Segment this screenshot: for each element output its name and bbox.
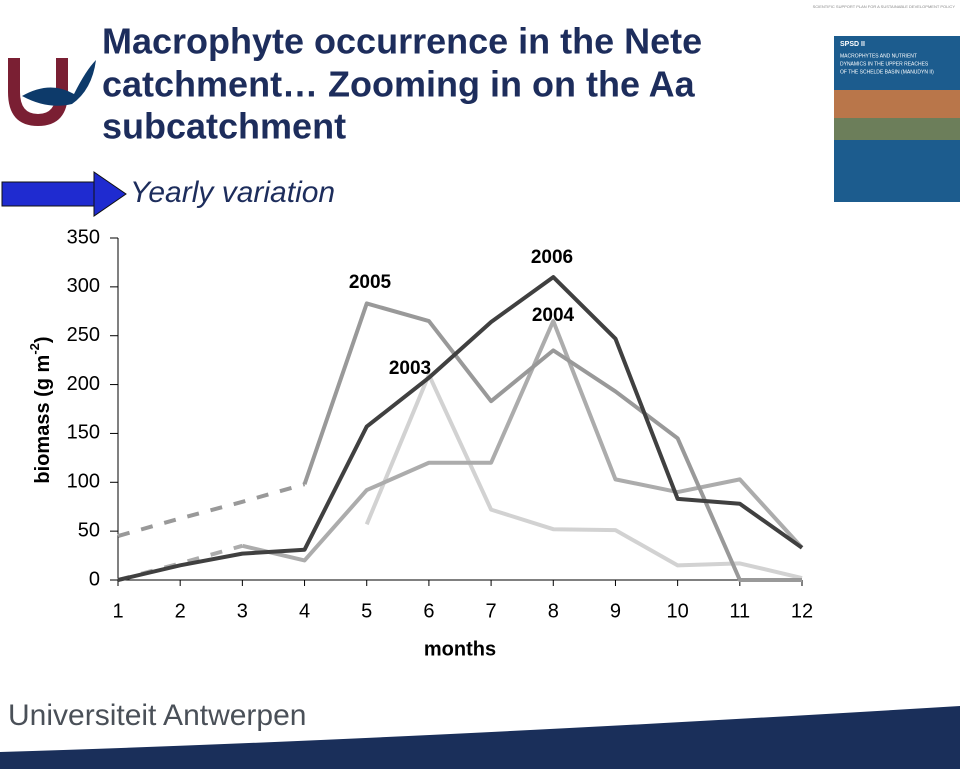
- y-tick-label: 150: [67, 422, 100, 444]
- logo: [8, 58, 96, 126]
- y-tick-label: 300: [67, 275, 100, 297]
- y-tick-label: 200: [67, 373, 100, 395]
- title-line: subcatchment: [102, 106, 346, 147]
- y-axis-label-sup: -2: [27, 343, 42, 355]
- y-tick-label: 100: [67, 471, 100, 493]
- series-label: 2006: [531, 247, 573, 268]
- series-line: [302, 301, 802, 582]
- x-tick-label: 6: [423, 600, 434, 622]
- title-line: Macrophyte occurrence in the Nete: [102, 21, 702, 62]
- cover-title: MACROPHYTES AND NUTRIENT: [840, 53, 917, 59]
- series-label: 2004: [532, 305, 575, 326]
- y-tick-label: 50: [78, 519, 100, 541]
- x-tick-label: 7: [486, 600, 497, 622]
- x-tick-label: 2: [175, 600, 186, 622]
- cover-program: SPSD II: [840, 41, 865, 48]
- x-tick-label: 1: [112, 600, 123, 622]
- x-tick-label: 8: [548, 600, 559, 622]
- series-line: [241, 319, 804, 563]
- x-tick-label: 3: [237, 600, 248, 622]
- y-axis-label: biomass (g m-2): [27, 336, 54, 483]
- x-tick-label: 4: [299, 600, 310, 622]
- x-tick-label: 12: [791, 600, 813, 622]
- y-tick-label: 350: [67, 226, 100, 248]
- cover-title: DYNAMICS IN THE UPPER REACHES: [840, 61, 929, 67]
- top-banner: SCIENTIFIC SUPPORT PLAN FOR A SUSTAINABL…: [813, 4, 956, 9]
- x-tick-label: 5: [361, 600, 372, 622]
- y-axis-label-text: biomass (g m: [32, 355, 54, 484]
- book-cover: SPSD II MACROPHYTES AND NUTRIENT DYNAMIC…: [834, 36, 960, 202]
- footer-wave: [0, 706, 960, 769]
- series-line-dashed: [117, 543, 243, 582]
- series-line: [117, 275, 804, 582]
- x-tick-label: 11: [729, 600, 750, 622]
- x-axis-label: months: [424, 638, 496, 660]
- x-tick-label: 9: [610, 600, 621, 622]
- cover-title: OF THE SCHELDE BASIN (MANUDYN II): [840, 69, 934, 75]
- x-tick-label: 10: [667, 600, 689, 622]
- series-label: 2003: [389, 358, 431, 379]
- series-line: [364, 372, 803, 580]
- arrow: [1, 171, 127, 217]
- series-label: 2005: [349, 272, 392, 293]
- title-line: catchment… Zooming in on the Aa: [102, 64, 696, 105]
- y-tick-label: 250: [67, 324, 100, 346]
- series-line-dashed: [117, 482, 306, 538]
- footer-university: Universiteit Antwerpen: [8, 699, 306, 732]
- y-tick-label: 0: [89, 568, 100, 590]
- subtitle: Yearly variation: [130, 176, 335, 209]
- y-axis-label-close: ): [32, 336, 54, 343]
